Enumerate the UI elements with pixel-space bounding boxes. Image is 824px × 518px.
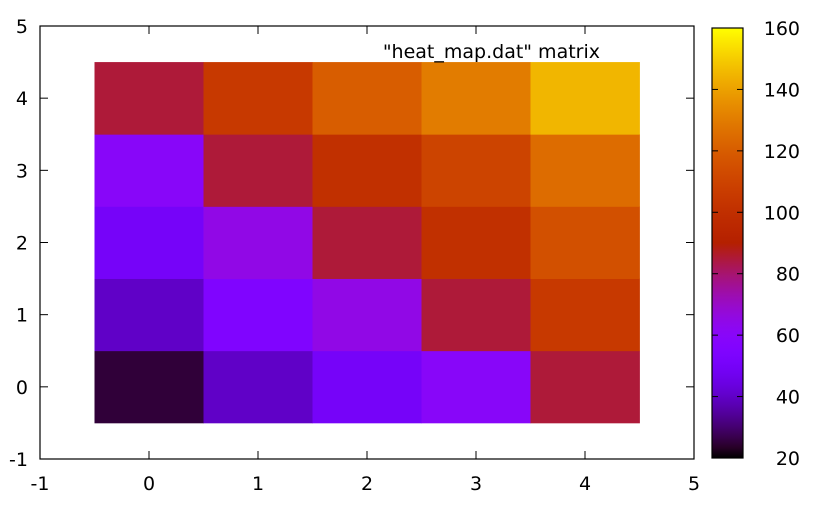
colorbar-tick-label: 120 xyxy=(764,141,800,163)
y-tick-label: 2 xyxy=(16,233,28,255)
y-tick-label: 4 xyxy=(16,88,28,110)
colorbar-tick-label: 60 xyxy=(776,325,800,347)
x-tick-label: 1 xyxy=(252,473,264,495)
heatmap-cell-1-3 xyxy=(203,134,313,207)
heatmap-cell-3-4 xyxy=(421,62,531,135)
heatmap-cell-0-2 xyxy=(94,206,204,279)
heatmap-cell-2-1 xyxy=(312,278,422,352)
colorbar-tick-label: 100 xyxy=(764,202,800,224)
colorbar-tick-label: 160 xyxy=(764,18,800,40)
colorbar-tick-labels: 20 40 60 80 100 120 140 160 xyxy=(764,18,800,470)
x-tick-label: 5 xyxy=(688,473,700,495)
heatmap-cells xyxy=(94,62,640,424)
heatmap-cell-0-0 xyxy=(94,350,204,424)
colorbar-tick-label: 80 xyxy=(776,264,800,286)
colorbar-ticks xyxy=(712,27,743,459)
heatmap-cell-4-1 xyxy=(530,278,640,352)
heatmap-cell-3-0 xyxy=(421,350,531,424)
colorbar xyxy=(711,27,744,459)
heatmap-cell-3-1 xyxy=(421,278,531,352)
heatmap-cell-3-2 xyxy=(421,206,531,279)
y-tick-label: 0 xyxy=(16,377,28,399)
heatmap-cell-1-0 xyxy=(203,350,313,424)
colorbar-tick-label: 40 xyxy=(776,387,800,409)
heatmap-cell-1-1 xyxy=(203,278,313,352)
y-tick-labels: -1 0 1 2 3 4 5 xyxy=(9,16,28,471)
x-tick-labels: -1 0 1 2 3 4 5 xyxy=(31,473,701,495)
x-tick-label: 4 xyxy=(579,473,591,495)
heatmap-cell-4-2 xyxy=(530,206,640,279)
heatmap-cell-2-2 xyxy=(312,206,422,279)
y-tick-label: -1 xyxy=(9,449,28,471)
y-tick-label: 5 xyxy=(16,16,28,38)
colorbar-tick-label: 140 xyxy=(764,79,800,101)
colorbar-tick-label: 20 xyxy=(776,448,800,470)
x-tick-label: -1 xyxy=(31,473,50,495)
heatmap-cell-0-4 xyxy=(94,62,204,135)
x-tick-label: 3 xyxy=(470,473,482,495)
heatmap-cell-2-0 xyxy=(312,350,422,424)
heatmap-cell-1-2 xyxy=(203,206,313,279)
series-key-label: "heat_map.dat" matrix xyxy=(383,41,600,63)
heatmap-cell-2-4 xyxy=(312,62,422,135)
y-tick-label: 1 xyxy=(16,305,28,327)
heatmap-cell-0-1 xyxy=(94,278,204,352)
x-tick-label: 2 xyxy=(361,473,373,495)
heatmap-cell-1-4 xyxy=(203,62,313,135)
heatmap-cell-4-4 xyxy=(530,62,640,135)
x-tick-label: 0 xyxy=(143,473,155,495)
heatmap-cell-2-3 xyxy=(312,134,422,207)
heatmap-cell-4-3 xyxy=(530,134,640,207)
axis-ticks xyxy=(39,25,695,460)
heatmap-cell-0-3 xyxy=(94,134,204,207)
heatmap-cell-4-0 xyxy=(530,350,640,424)
heatmap-cell-3-3 xyxy=(421,134,531,207)
y-tick-label: 3 xyxy=(16,160,28,182)
